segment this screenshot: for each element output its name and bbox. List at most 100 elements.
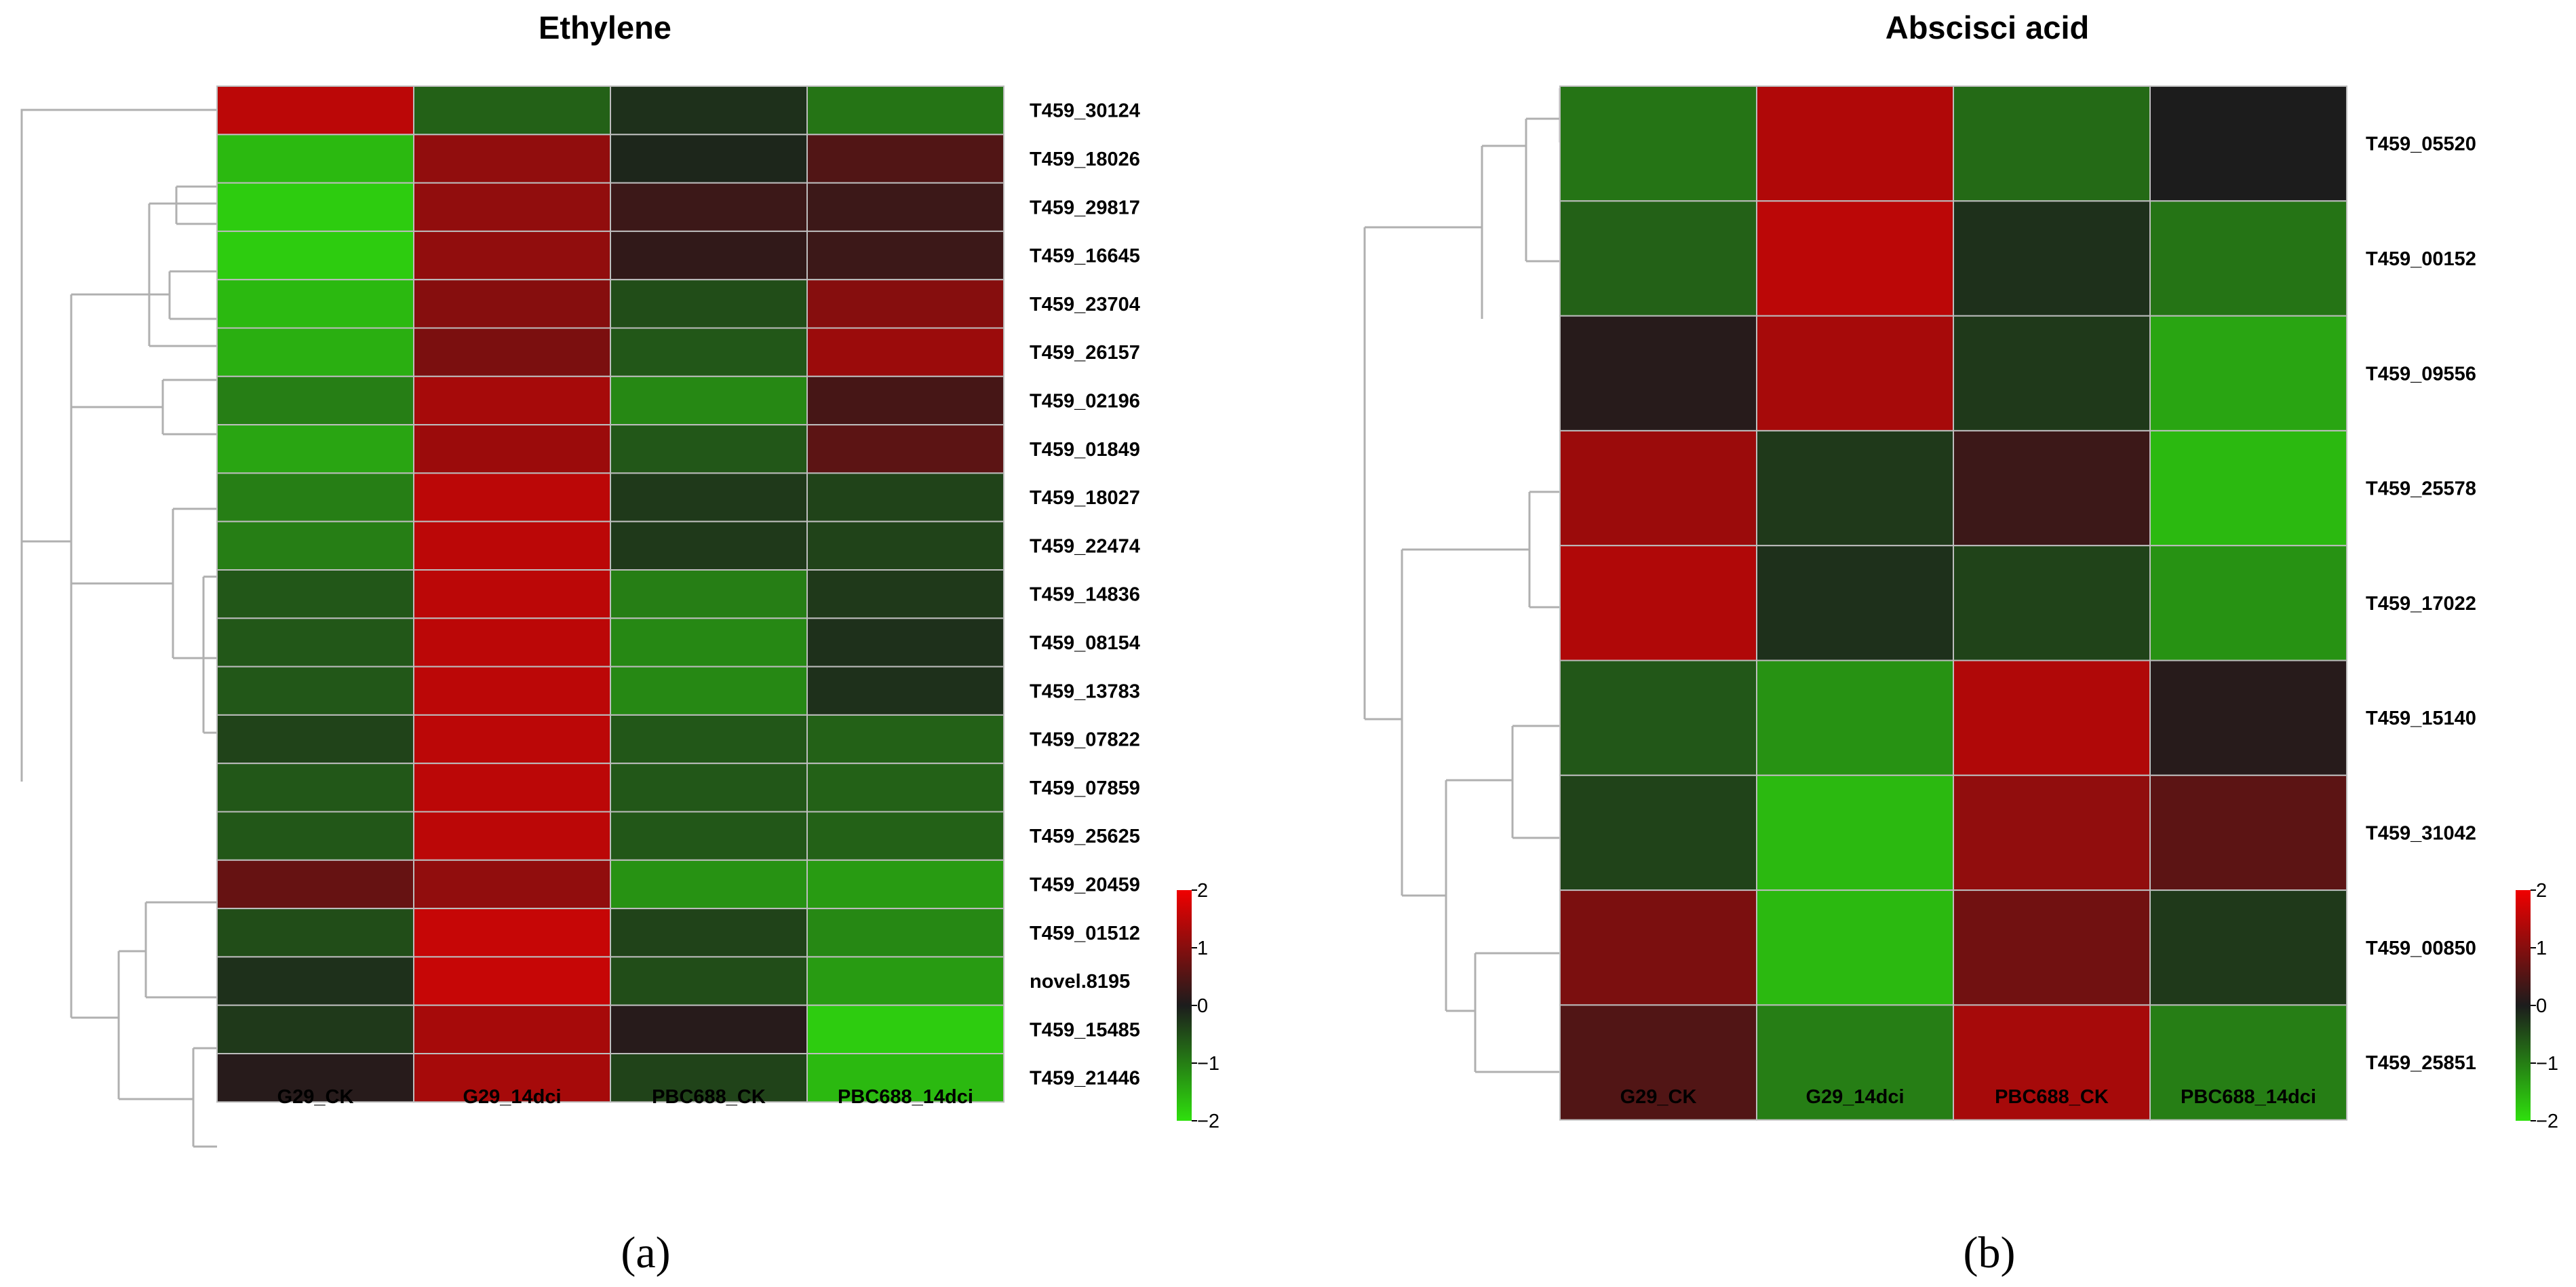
heatmap-cell — [806, 472, 1004, 522]
heatmap-cell — [1756, 200, 1954, 317]
heatmap-cell — [610, 424, 808, 474]
heatmap-cell — [216, 279, 414, 329]
heatmap-cell — [413, 375, 611, 426]
row-label: T459_07859 — [1030, 777, 1140, 799]
heatmap-cell — [806, 134, 1004, 184]
heatmap-cell — [413, 134, 611, 184]
row-label: T459_16645 — [1030, 246, 1140, 267]
heatmap-cell — [2149, 889, 2347, 1006]
heatmap-cell — [2149, 85, 2347, 202]
heatmap-cell — [2149, 659, 2347, 776]
colorbar-tick-label: 1 — [2536, 938, 2547, 959]
column-label: PBC688_14dci — [2181, 1086, 2316, 1108]
heatmap-cell — [806, 520, 1004, 571]
colorbar: 2 1 0 −1 −2 — [1177, 880, 1219, 1132]
column-label: G29_CK — [277, 1086, 354, 1108]
colorbar-tick-label: −2 — [1197, 1111, 1219, 1132]
heatmap-cell — [806, 279, 1004, 329]
heatmap-cell — [806, 763, 1004, 813]
heatmap-cell — [610, 956, 808, 1006]
row-label: T459_15140 — [2366, 708, 2476, 729]
row-label: T459_01512 — [1030, 923, 1140, 944]
colorbar: 2 1 0 −1 −2 — [2516, 880, 2558, 1132]
row-label: T459_15485 — [1030, 1019, 1140, 1041]
heatmap-cell — [1756, 315, 1954, 431]
heatmap-cell — [413, 569, 611, 619]
heatmap-cell — [610, 134, 808, 184]
heatmap-cell — [1756, 545, 1954, 661]
column-labels: G29_CK G29_14dci PBC688_CK PBC688_14dci — [277, 1086, 973, 1108]
heatmap-cell — [806, 956, 1004, 1006]
heatmap-cell — [1756, 659, 1954, 776]
heatmap-cell — [806, 569, 1004, 619]
heatmap-cell — [610, 279, 808, 329]
column-labels: G29_CK G29_14dci PBC688_CK PBC688_14dci — [1620, 1086, 2316, 1108]
heatmap-cell — [413, 520, 611, 571]
heatmap-cell — [1559, 889, 1757, 1006]
heatmap-cell — [1756, 429, 1954, 547]
heatmap-cell — [1559, 429, 1757, 547]
heatmap-cell — [1756, 1004, 1954, 1121]
heatmap-cell — [1953, 429, 2151, 547]
row-label: T459_25851 — [2366, 1052, 2476, 1074]
heatmap-cell — [610, 85, 808, 136]
heatmap-cell — [1953, 774, 2151, 891]
heatmap-panel-abscisic-acid: Abscisci acid T459_05520T459_00152T459_0… — [1363, 9, 2558, 1278]
row-label: T459_01849 — [1030, 439, 1140, 461]
heatmap-cell — [413, 472, 611, 522]
heatmap-cell — [610, 182, 808, 232]
heatmap-cell — [413, 859, 611, 910]
heatmap-cell — [216, 617, 414, 668]
colorbar-tick-label: 0 — [1197, 995, 1208, 1017]
heatmap-cell — [216, 811, 414, 861]
heatmap-cell — [610, 811, 808, 861]
row-label: T459_25625 — [1030, 826, 1140, 847]
colorbar-gradient — [1177, 890, 1192, 1121]
heatmap-cell — [1559, 85, 1757, 202]
row-label: T459_25578 — [2366, 478, 2476, 500]
heatmap-cell — [610, 569, 808, 619]
row-dendrogram — [20, 109, 217, 1148]
colorbar-gradient — [2516, 890, 2531, 1121]
heatmap-cell — [1559, 659, 1757, 776]
heatmap-cell — [610, 1004, 808, 1054]
row-label: T459_29817 — [1030, 197, 1140, 218]
heatmap-cell — [806, 714, 1004, 765]
heatmap-cell — [216, 666, 414, 716]
heatmap-cell — [413, 956, 611, 1006]
heatmap-cell — [216, 763, 414, 813]
heatmap-cell — [216, 714, 414, 765]
heatmap-cell — [806, 908, 1004, 958]
column-label: PBC688_CK — [652, 1086, 766, 1108]
heatmap-cell — [413, 1053, 611, 1103]
row-label: T459_20459 — [1030, 874, 1140, 896]
colorbar-tick-label: 0 — [2536, 995, 2547, 1017]
heatmap-cell — [610, 714, 808, 765]
heatmap-cell — [806, 85, 1004, 136]
heatmap-cell — [610, 230, 808, 281]
heatmap-cell — [413, 279, 611, 329]
row-label: T459_02196 — [1030, 390, 1140, 412]
heatmap-cell — [806, 1004, 1004, 1054]
row-labels: T459_30124 T459_18026 T459_29817 T459_16645… — [1030, 100, 1140, 1090]
heatmap-cell — [413, 327, 611, 377]
heatmap-cell — [216, 424, 414, 474]
heatmap-cell — [610, 1053, 808, 1103]
heatmap-cell — [216, 569, 414, 619]
heatmap-cell — [610, 859, 808, 910]
heatmap-cell — [806, 375, 1004, 426]
heatmap-cell — [413, 714, 611, 765]
heatmap-cell — [1559, 774, 1757, 891]
heatmap-cell — [216, 1053, 414, 1103]
row-label: T459_08154 — [1030, 632, 1140, 654]
heatmap-cell — [2149, 315, 2347, 431]
heatmap-cell — [806, 859, 1004, 910]
row-label: T459_18027 — [1030, 487, 1140, 509]
heatmap-cell — [1953, 315, 2151, 431]
heatmap-cell — [1559, 315, 1757, 431]
heatmap-cell — [216, 375, 414, 426]
heatmap-cell — [806, 1053, 1004, 1103]
heatmap-cell — [1559, 545, 1757, 661]
row-label: T459_07822 — [1030, 729, 1140, 751]
